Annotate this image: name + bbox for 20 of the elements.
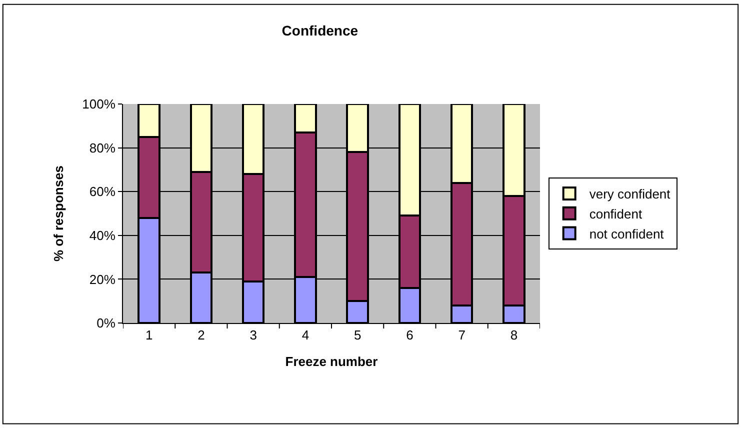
x-tick-label: 2 xyxy=(198,328,205,343)
x-tick-label: 5 xyxy=(354,328,362,343)
y-tick-label: 0% xyxy=(96,316,116,331)
y-axis-title: % of responses xyxy=(51,165,66,262)
legend-label: not confident xyxy=(589,226,664,242)
x-axis-title: Freeze number xyxy=(285,354,378,370)
x-tick-label: 1 xyxy=(145,328,153,343)
x-tick-label: 3 xyxy=(250,328,257,343)
x-tick-label: 6 xyxy=(406,328,414,343)
y-tick-label: 40% xyxy=(89,228,116,243)
y-tick-label: 80% xyxy=(89,140,116,156)
legend-label: confident xyxy=(589,206,642,222)
y-tick-label: 20% xyxy=(89,272,116,287)
chart-title: Confidence xyxy=(282,22,358,38)
x-tick-label: 7 xyxy=(458,328,466,343)
x-tick-label: 8 xyxy=(510,328,518,343)
x-tick-label: 4 xyxy=(302,328,310,343)
y-tick-label: 60% xyxy=(89,184,116,200)
y-tick-label: 100% xyxy=(82,96,116,112)
legend-label: very confident xyxy=(589,186,671,202)
